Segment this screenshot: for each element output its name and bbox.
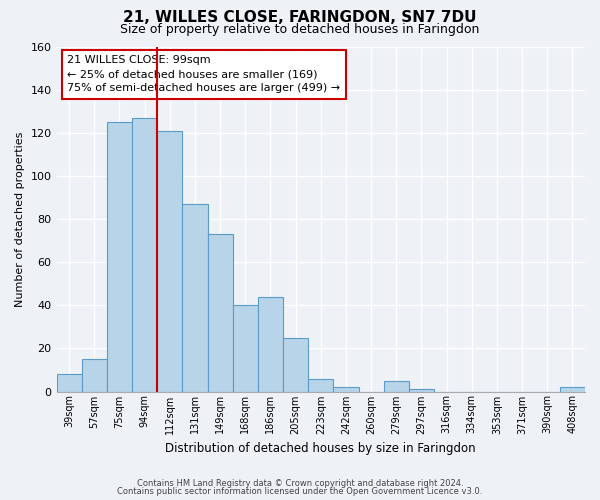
X-axis label: Distribution of detached houses by size in Faringdon: Distribution of detached houses by size … (166, 442, 476, 455)
Bar (409, 390, 434, 392)
Bar (334, 387, 359, 392)
Bar (82, 359, 107, 392)
Text: 21 WILLES CLOSE: 99sqm
← 25% of detached houses are smaller (169)
75% of semi-de: 21 WILLES CLOSE: 99sqm ← 25% of detached… (67, 55, 340, 93)
Bar (233, 306, 258, 392)
Bar (283, 338, 308, 392)
Bar (560, 387, 585, 392)
Bar (107, 122, 132, 392)
Y-axis label: Number of detached properties: Number of detached properties (15, 132, 25, 306)
Bar (157, 130, 182, 392)
Text: Size of property relative to detached houses in Faringdon: Size of property relative to detached ho… (121, 22, 479, 36)
Text: 21, WILLES CLOSE, FARINGDON, SN7 7DU: 21, WILLES CLOSE, FARINGDON, SN7 7DU (123, 10, 477, 25)
Bar (308, 378, 334, 392)
Text: Contains HM Land Registry data © Crown copyright and database right 2024.: Contains HM Land Registry data © Crown c… (137, 478, 463, 488)
Bar (208, 234, 233, 392)
Bar (258, 296, 283, 392)
Bar (56, 374, 82, 392)
Bar (383, 380, 409, 392)
Bar (182, 204, 208, 392)
Bar (132, 118, 157, 392)
Text: Contains public sector information licensed under the Open Government Licence v3: Contains public sector information licen… (118, 487, 482, 496)
